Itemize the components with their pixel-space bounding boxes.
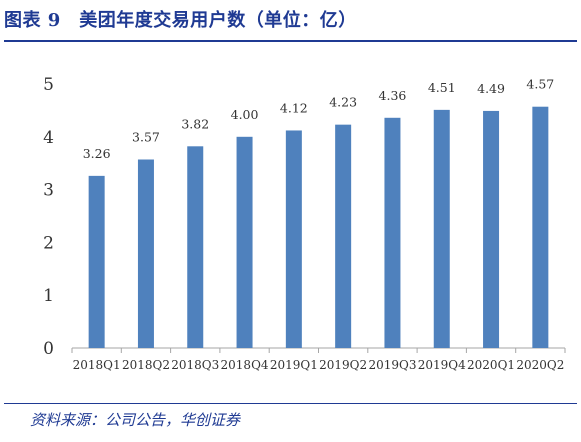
source-divider	[4, 403, 577, 404]
source-note: 资料来源：公司公告，华创证券	[30, 411, 241, 429]
x-tick-label: 2020Q1	[467, 358, 515, 372]
data-label: 3.82	[181, 116, 209, 131]
data-label: 4.00	[231, 107, 259, 122]
x-axis-ticks: 2018Q1 2018Q2 2018Q3 2018Q4 2019Q1 2019Q2 2019…	[73, 358, 565, 372]
x-tick-label: 2019Q2	[319, 358, 367, 372]
y-tick-label: 0	[43, 339, 54, 359]
bar	[532, 106, 549, 348]
x-tick-label: 2019Q4	[418, 358, 466, 372]
y-tick-label: 2	[43, 233, 54, 253]
bar	[433, 109, 450, 348]
y-tick-label: 5	[43, 75, 54, 95]
chart-title: 图表 9 美团年度交易用户数（单位：亿）	[4, 10, 357, 31]
x-tick-label: 2018Q4	[221, 358, 269, 372]
data-label: 4.57	[526, 77, 554, 92]
x-tick-label: 2020Q2	[516, 358, 564, 372]
data-label: 4.23	[329, 95, 357, 110]
bar	[88, 175, 105, 348]
x-tick-label: 2018Q3	[171, 358, 219, 372]
data-label: 3.26	[83, 146, 111, 161]
bar	[137, 159, 154, 348]
bar	[335, 124, 352, 348]
bar	[483, 110, 500, 348]
data-label: 4.49	[477, 81, 505, 96]
y-tick-label: 4	[43, 128, 54, 148]
x-tick-label: 2019Q3	[368, 358, 416, 372]
bar	[384, 117, 401, 349]
y-tick-label: 1	[43, 286, 54, 306]
chart-axes	[71, 347, 566, 353]
bar	[187, 146, 204, 348]
bar	[236, 136, 253, 348]
title-divider	[4, 40, 577, 42]
x-tick-label: 2018Q1	[73, 358, 121, 372]
y-axis-ticks: 0 1 2 3 4 5	[43, 75, 54, 359]
bar-series	[88, 106, 549, 349]
data-label: 3.57	[132, 130, 160, 145]
value-labels: 3.26 3.57 3.82 4.00 4.12 4.23 4.36 4.51 4.49 4.57	[83, 77, 555, 161]
x-tick-label: 2018Q2	[122, 358, 170, 372]
y-tick-label: 3	[43, 181, 54, 201]
data-label: 4.36	[379, 88, 407, 103]
bar	[285, 130, 302, 348]
x-tick-label: 2019Q1	[270, 358, 318, 372]
data-label: 4.51	[428, 80, 456, 95]
data-label: 4.12	[280, 100, 308, 115]
